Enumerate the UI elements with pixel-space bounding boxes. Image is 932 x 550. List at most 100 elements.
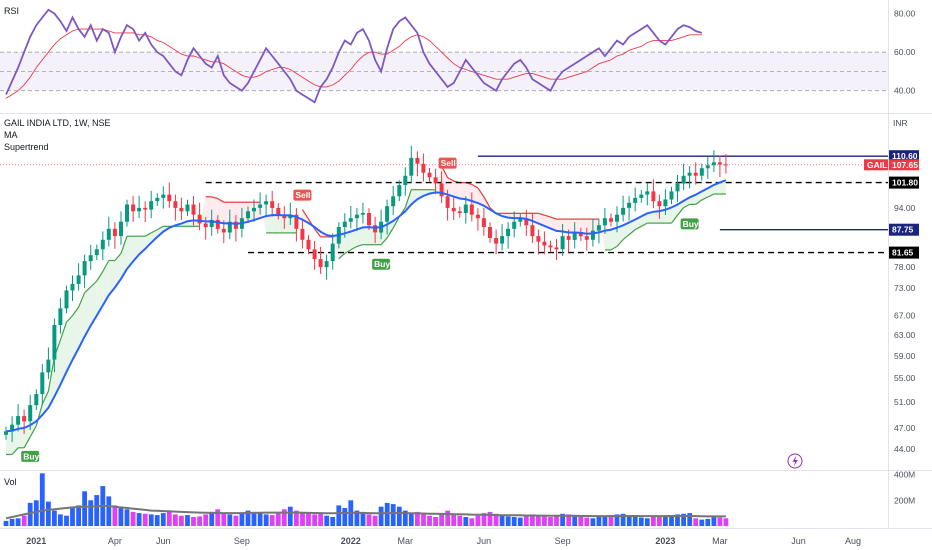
volume-bar [481, 513, 487, 526]
time-axis-tick: Mar [712, 536, 728, 546]
candle [76, 275, 81, 284]
volume-pane: Vol 200M 400M [3, 470, 915, 526]
candle [94, 249, 99, 256]
volume-bar [27, 502, 33, 526]
supertrend-line [344, 249, 352, 254]
candle [439, 183, 444, 197]
candle [264, 201, 269, 205]
volume-bar [312, 514, 317, 526]
time-axis[interactable]: 2021 Apr Jun Sep 2022 Mar Jun Sep 2023 Mar Jun Aug [26, 536, 861, 546]
supertrend-fill [659, 209, 666, 224]
volume-bar [499, 515, 505, 526]
candle [88, 255, 93, 262]
candle [46, 359, 51, 373]
volume-bar [384, 502, 390, 526]
lightning-icon[interactable] [787, 453, 803, 469]
price-level-tag [889, 150, 919, 163]
candle [651, 191, 656, 202]
volume-bar [608, 515, 614, 526]
candle [318, 259, 323, 268]
volume-bar [693, 518, 699, 526]
sell-signal-tag [438, 157, 457, 169]
candle [451, 207, 456, 212]
volume-bar [560, 513, 565, 526]
supertrend-label: Supertrend [4, 142, 49, 152]
supertrend-fill [356, 227, 363, 247]
candle [481, 218, 486, 227]
volume-bar [342, 508, 348, 526]
supertrend-fill [538, 213, 545, 226]
candle [506, 228, 511, 237]
volume-bar [52, 510, 57, 526]
candle [427, 172, 432, 178]
supertrend-line [338, 252, 346, 260]
rsi-ma-line [5, 28, 702, 99]
volume-bar [166, 510, 172, 526]
price-axis-tick: 51.00 [894, 397, 916, 407]
vol-label: Vol [4, 477, 17, 487]
volume-bar [638, 517, 644, 526]
time-axis-tick: Aug [845, 536, 861, 546]
candle [488, 227, 492, 238]
candle [548, 245, 553, 248]
volume-bar [469, 518, 475, 526]
volume-bar [306, 513, 311, 526]
candle [560, 236, 565, 250]
price-pane: GAIL INDIA LTD, 1W, NSE MA Supertrend IN… [0, 118, 919, 462]
supertrend-fill [417, 189, 424, 200]
volume-bar [366, 514, 372, 526]
candle [22, 416, 27, 422]
candle [167, 194, 172, 202]
candle [276, 207, 281, 215]
supertrend-line [477, 187, 485, 198]
supertrend-line [544, 214, 551, 218]
price-axis-tick: 67.00 [894, 310, 916, 320]
candle [687, 172, 692, 176]
volume-bar [39, 473, 45, 526]
supertrend-fill [647, 211, 654, 224]
price-axis-tick: 78.00 [894, 262, 916, 272]
candle [681, 175, 686, 184]
volume-bar [717, 517, 723, 526]
volume-bar [88, 500, 94, 526]
supertrend-fill [411, 189, 418, 205]
volume-bar [632, 517, 638, 526]
candle [385, 206, 390, 222]
candle [536, 236, 541, 242]
volume-bar [33, 500, 39, 526]
time-axis-tick: 2022 [341, 536, 361, 546]
supertrend-fill [96, 271, 103, 316]
volume-bar [433, 517, 438, 526]
rsi-axis-tick: 40.00 [894, 86, 916, 96]
candle [209, 219, 214, 227]
volume-bar [402, 510, 408, 526]
volume-bar [70, 506, 75, 526]
volume-bar [457, 515, 463, 526]
volume-bar [626, 515, 632, 526]
volume-bar [275, 513, 281, 526]
supertrend-fill [12, 428, 19, 455]
volume-bar [523, 515, 529, 526]
volume-bar [148, 514, 154, 526]
candle [639, 194, 644, 198]
candle [723, 164, 728, 166]
candle [28, 405, 33, 422]
time-axis-tick: Sep [555, 536, 571, 546]
supertrend-line [59, 321, 68, 341]
volume-bar [336, 505, 342, 526]
candle [675, 183, 680, 192]
volume-bar [493, 513, 499, 526]
volume-bar [354, 510, 360, 526]
supertrend-line [301, 209, 310, 220]
supertrend-line [356, 244, 364, 247]
volume-bar [136, 513, 142, 526]
volume-bar [324, 515, 330, 526]
supertrend-line [683, 203, 690, 209]
supertrend-fill [459, 182, 466, 200]
candle [693, 172, 698, 176]
sell-signal-label: Sell [441, 158, 456, 168]
time-axis-tick: Jun [477, 536, 492, 546]
volume-bar [408, 513, 414, 526]
candle [621, 207, 626, 215]
